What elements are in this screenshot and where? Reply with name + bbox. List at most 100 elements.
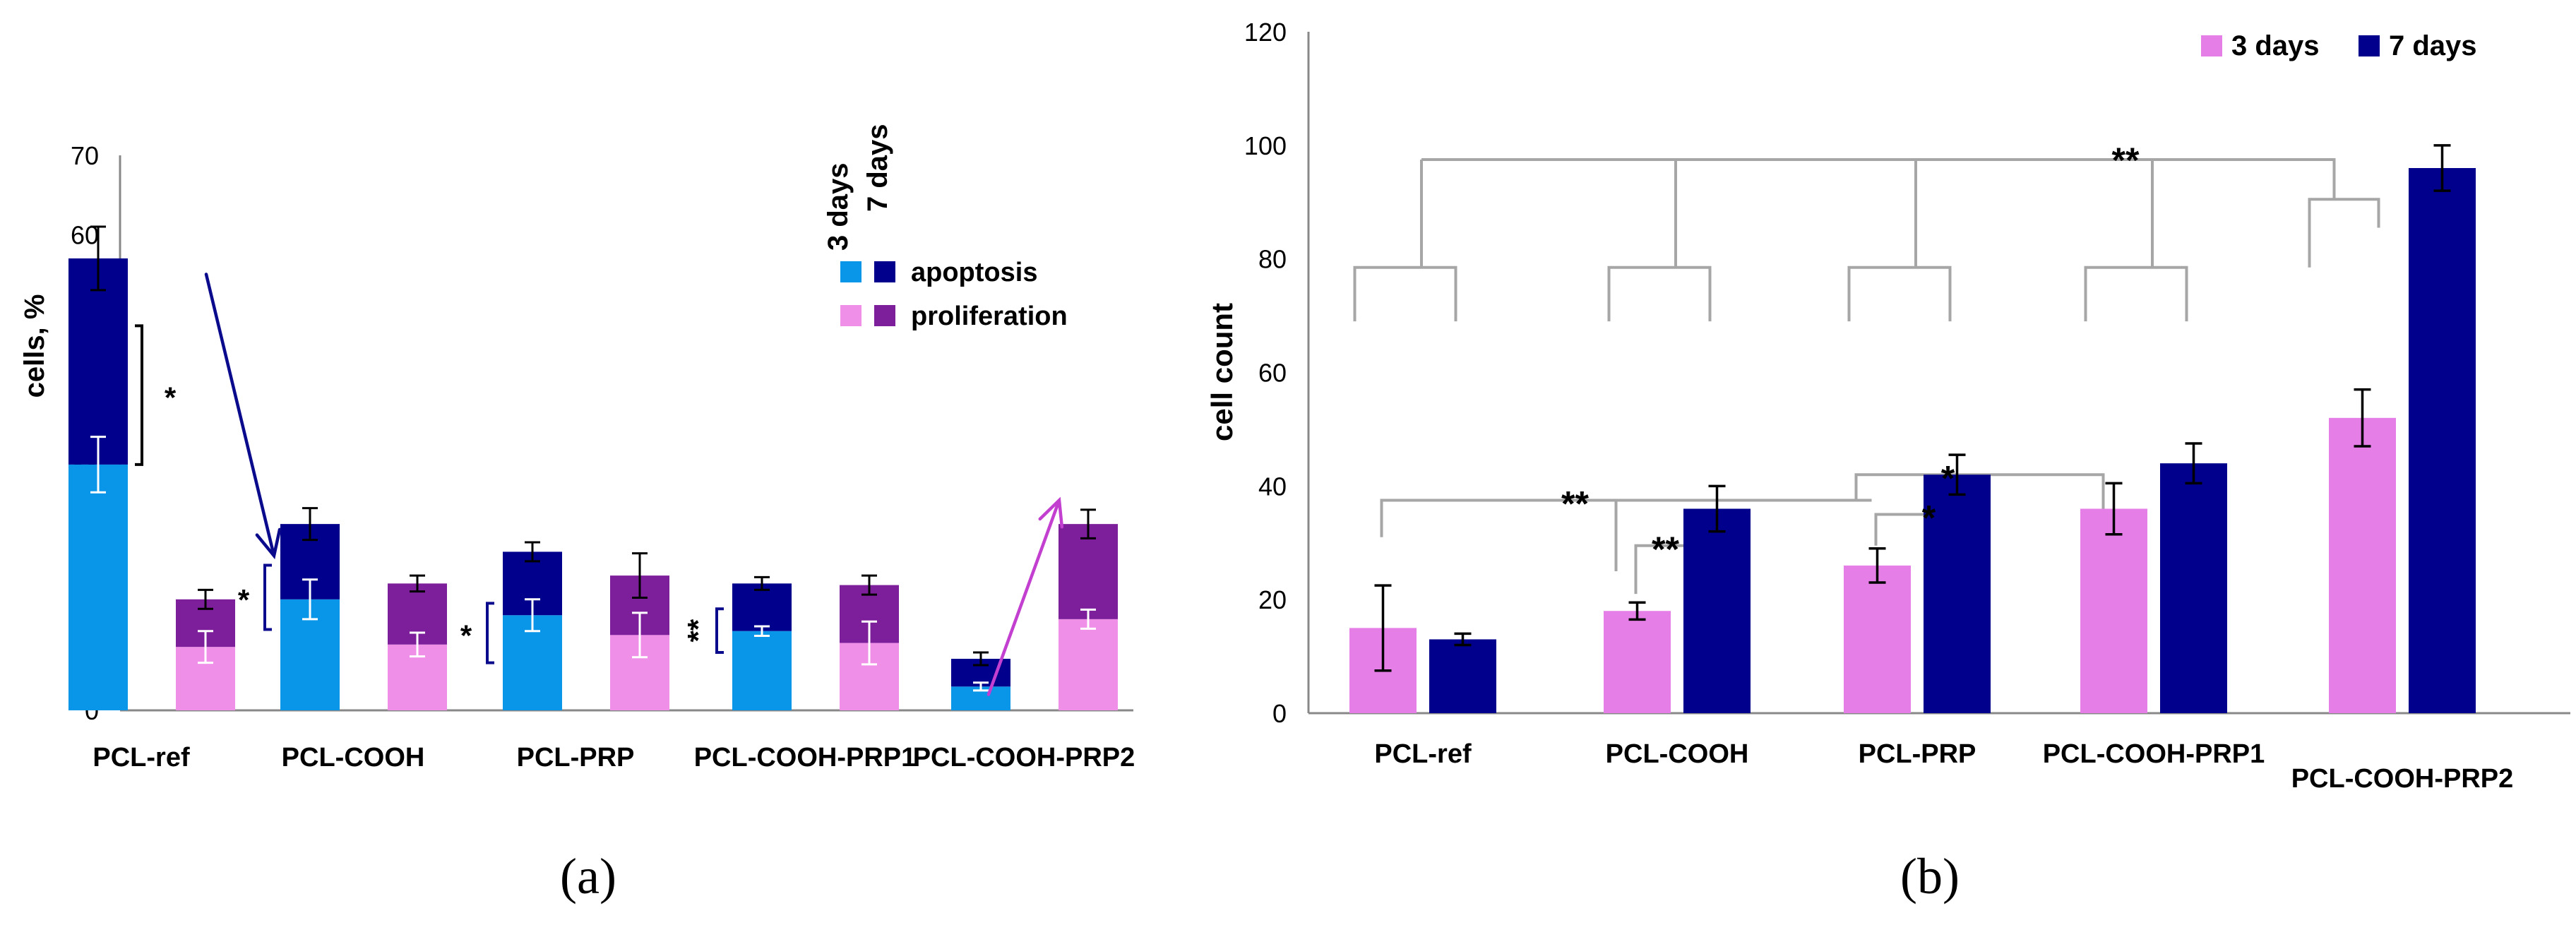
category-labels: PCL-ref PCL-COOH PCL-PRP PCL-COOH-PRP1PCL-C… (93, 743, 1135, 772)
error-bar-pcl-cooh-prp1-apoptosis-7-days (754, 575, 770, 591)
significance-marker-pcl-prp: * (460, 619, 472, 652)
legend-day-3-label: 3 days (823, 162, 854, 251)
bracket-top-line (1421, 157, 2336, 200)
significance-annotations: *** ** (135, 324, 724, 664)
error-bar-pcl-cooh-prp2-proliferation-7-days (1080, 508, 1096, 539)
error-bar-pcl-cooh-proliferation-3-days (410, 631, 425, 658)
significance-annotations: ******** (1561, 141, 2140, 569)
significance-marker-pcl-ref: * (165, 381, 177, 414)
legend-swatch-3-days (2201, 35, 2222, 56)
error-bar-pcl-cooh-prp1-proliferation-7-days (861, 574, 877, 596)
bar-pcl-cooh-prp1-3-days (2080, 508, 2147, 713)
bracket-pair-pcl-cooh-prp1 (2084, 265, 2188, 322)
category-label-pcl-prp: PCL-PRP (517, 743, 635, 772)
category-label-pcl-prp: PCL-PRP (1859, 739, 1976, 769)
trend-arrow-increase-pcl-cooh-prp2 (986, 496, 1064, 696)
legend-day-7-label: 7 days (862, 124, 893, 212)
error-bar-pcl-cooh-3-days (1628, 601, 1646, 621)
significance-marker-pcl-cooh-prp1: ** (681, 619, 715, 642)
error-bar-pcl-cooh-prp2-apoptosis-7-days (973, 651, 989, 667)
error-bar-pcl-cooh-prp2-proliferation-3-days (1080, 608, 1096, 630)
significance-marker-5: * (1922, 499, 1936, 538)
error-bars (1374, 144, 2451, 672)
bar-pcl-cooh-prp1-7-days (2160, 463, 2227, 713)
legend-swatch-apoptosis-3-days (840, 261, 861, 282)
category-label-pcl-cooh-prp2: PCL-COOH-PRP2 (913, 743, 1135, 772)
bracket-pair-pcl-prp (1847, 265, 1952, 322)
legend-swatch-proliferation-7-days (874, 305, 895, 326)
y-tick-70: 70 (71, 141, 99, 170)
y-axis-label: cells, % (19, 294, 50, 398)
bars (1349, 168, 2476, 713)
error-bar-pcl-cooh-proliferation-7-days (410, 574, 425, 593)
legend-apoptosis-label: apoptosis (911, 258, 1037, 287)
trend-arrows (204, 273, 1064, 696)
error-bar-pcl-ref-proliferation-7-days (198, 588, 213, 610)
bar-pcl-prp-7-days (1924, 474, 1991, 713)
bar-pcl-ref-7-days (1429, 639, 1496, 713)
y-tick-labels: 0 20 40 60 80 100 120 (1244, 18, 1287, 728)
legend-3-days-label: 3 days (2231, 30, 2320, 61)
y-tick-60: 60 (71, 220, 99, 249)
panel-a-label: (a) (560, 848, 616, 905)
category-label-pcl-ref: PCL-ref (1374, 739, 1472, 769)
error-bar-pcl-prp-apoptosis-3-days (525, 598, 540, 633)
error-bar-pcl-ref-apoptosis-7-days (90, 225, 106, 292)
error-bar-pcl-cooh-prp2-3-days (2354, 388, 2371, 448)
category-labels: PCL-ref PCL-COOH PCL-PRP PCL-COOH-PRP1 PCL-C… (1374, 739, 2513, 794)
significance-marker-3: ** (1652, 530, 1679, 569)
y-tick-80: 80 (1258, 245, 1287, 274)
significance-marker-2: ** (1561, 484, 1589, 523)
category-label-pcl-cooh-prp1: PCL-COOH-PRP1 (694, 743, 917, 772)
y-tick-0: 0 (1272, 699, 1287, 728)
category-label-pcl-cooh: PCL-COOH (1606, 739, 1749, 769)
legend: 3 days 7 days apoptosis proliferation (823, 124, 1068, 331)
error-bar-pcl-prp-3-days (1868, 547, 1886, 584)
category-label-pcl-ref: PCL-ref (93, 743, 190, 772)
error-bar-pcl-cooh-prp1-proliferation-3-days (861, 620, 877, 666)
panel-b-label: (b) (1900, 848, 1960, 905)
legend-7-days-label: 7 days (2389, 30, 2477, 61)
error-bar-pcl-cooh-prp1-apoptosis-3-days (754, 625, 770, 637)
error-bar-pcl-prp-proliferation-3-days (632, 611, 648, 659)
y-axis-label: cell count (1205, 303, 1239, 441)
error-bar-pcl-prp-proliferation-7-days (632, 552, 648, 599)
panel-b: 0 20 40 60 80 100 120 cell count PCL-ref PCL-CO… (1205, 18, 2570, 905)
significance-bracket-pcl-cooh-prp1 (715, 607, 724, 655)
error-bar-pcl-cooh-prp2-7-days (2433, 144, 2451, 192)
significance-bracket-pcl-ref (135, 324, 143, 466)
error-bar-pcl-cooh-7-days (1708, 484, 1726, 533)
y-tick-20: 20 (1258, 585, 1287, 614)
error-bar-pcl-ref-7-days (1454, 632, 1472, 647)
bar-pcl-ref-apoptosis-3-days (68, 464, 128, 710)
y-tick-120: 120 (1244, 18, 1287, 47)
significance-bracket-pcl-prp (486, 602, 494, 664)
significance-marker-1: ** (2112, 141, 2140, 180)
significance-marker-pcl-cooh: * (238, 583, 250, 616)
category-label-pcl-cooh-prp2: PCL-COOH-PRP2 (2291, 764, 2514, 794)
error-bar-pcl-cooh-prp2-apoptosis-3-days (973, 681, 989, 692)
error-bar-pcl-ref-3-days (1374, 584, 1392, 672)
legend-swatch-7-days (2359, 35, 2380, 56)
bracket-pair-pcl-ref (1353, 265, 1457, 322)
bar-pcl-cooh-3-days (1604, 611, 1671, 713)
category-label-pcl-cooh-prp1: PCL-COOH-PRP1 (2043, 739, 2265, 769)
error-bar-pcl-ref-apoptosis-3-days (90, 436, 106, 494)
error-bars (90, 225, 1096, 692)
bar-pcl-cooh-prp1-apoptosis-7-days (732, 583, 792, 631)
legend-swatch-proliferation-3-days (840, 305, 861, 326)
error-bar-pcl-cooh-prp1-3-days (2105, 482, 2123, 536)
category-label-pcl-cooh: PCL-COOH (282, 743, 425, 772)
bracket-pcl-prp-pair (1874, 513, 1931, 546)
bracket-pcl-ref-to-pcl-prp (1380, 499, 1872, 537)
legend-swatch-apoptosis-7-days (874, 261, 895, 282)
error-bar-pcl-cooh-prp1-7-days (2185, 442, 2202, 485)
bar-pcl-cooh-prp2-proliferation-3-days (1059, 619, 1118, 710)
error-bar-pcl-ref-proliferation-3-days (198, 630, 213, 664)
significance-bracket-pcl-cooh (263, 563, 272, 631)
bar-pcl-cooh-prp2-proliferation-7-days (1059, 524, 1118, 619)
significance-marker-4: * (1941, 458, 1955, 498)
bar-pcl-cooh-prp2-7-days (2409, 168, 2476, 713)
bar-pcl-prp-3-days (1844, 565, 1911, 713)
